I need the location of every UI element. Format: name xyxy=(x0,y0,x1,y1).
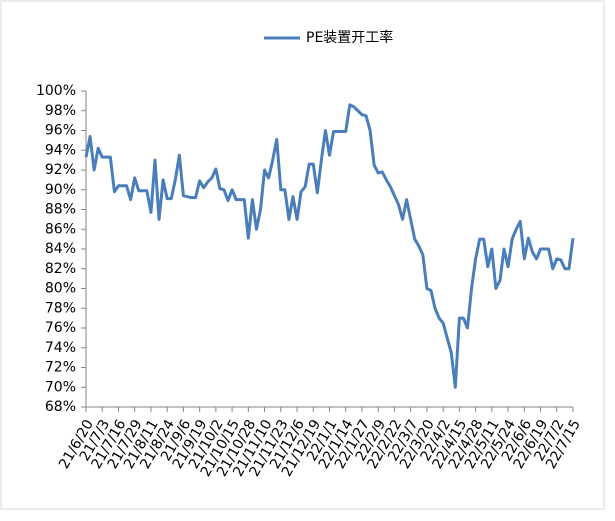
y-tick-label: 74% xyxy=(45,340,76,356)
line-series xyxy=(84,103,575,389)
y-tick-label: 76% xyxy=(45,320,76,336)
y-tick-label: 82% xyxy=(45,261,76,277)
y-tick-label: 72% xyxy=(45,360,76,376)
y-tick-label: 88% xyxy=(45,202,76,218)
y-tick-label: 100% xyxy=(36,83,76,99)
y-tick-label: 92% xyxy=(45,162,76,178)
y-tick-label: 78% xyxy=(45,300,76,316)
y-tick-label: 84% xyxy=(45,241,76,257)
y-tick-label: 86% xyxy=(45,221,76,237)
y-tick-label: 68% xyxy=(45,399,76,415)
y-tick-label: 70% xyxy=(45,379,76,395)
y-tick-label: 94% xyxy=(45,142,76,158)
legend-label: PE装置开工率 xyxy=(306,29,393,46)
y-tick-label: 98% xyxy=(45,103,76,119)
y-tick-label: 90% xyxy=(45,182,76,198)
y-tick-label: 96% xyxy=(45,123,76,139)
y-tick-label: 80% xyxy=(45,281,76,297)
